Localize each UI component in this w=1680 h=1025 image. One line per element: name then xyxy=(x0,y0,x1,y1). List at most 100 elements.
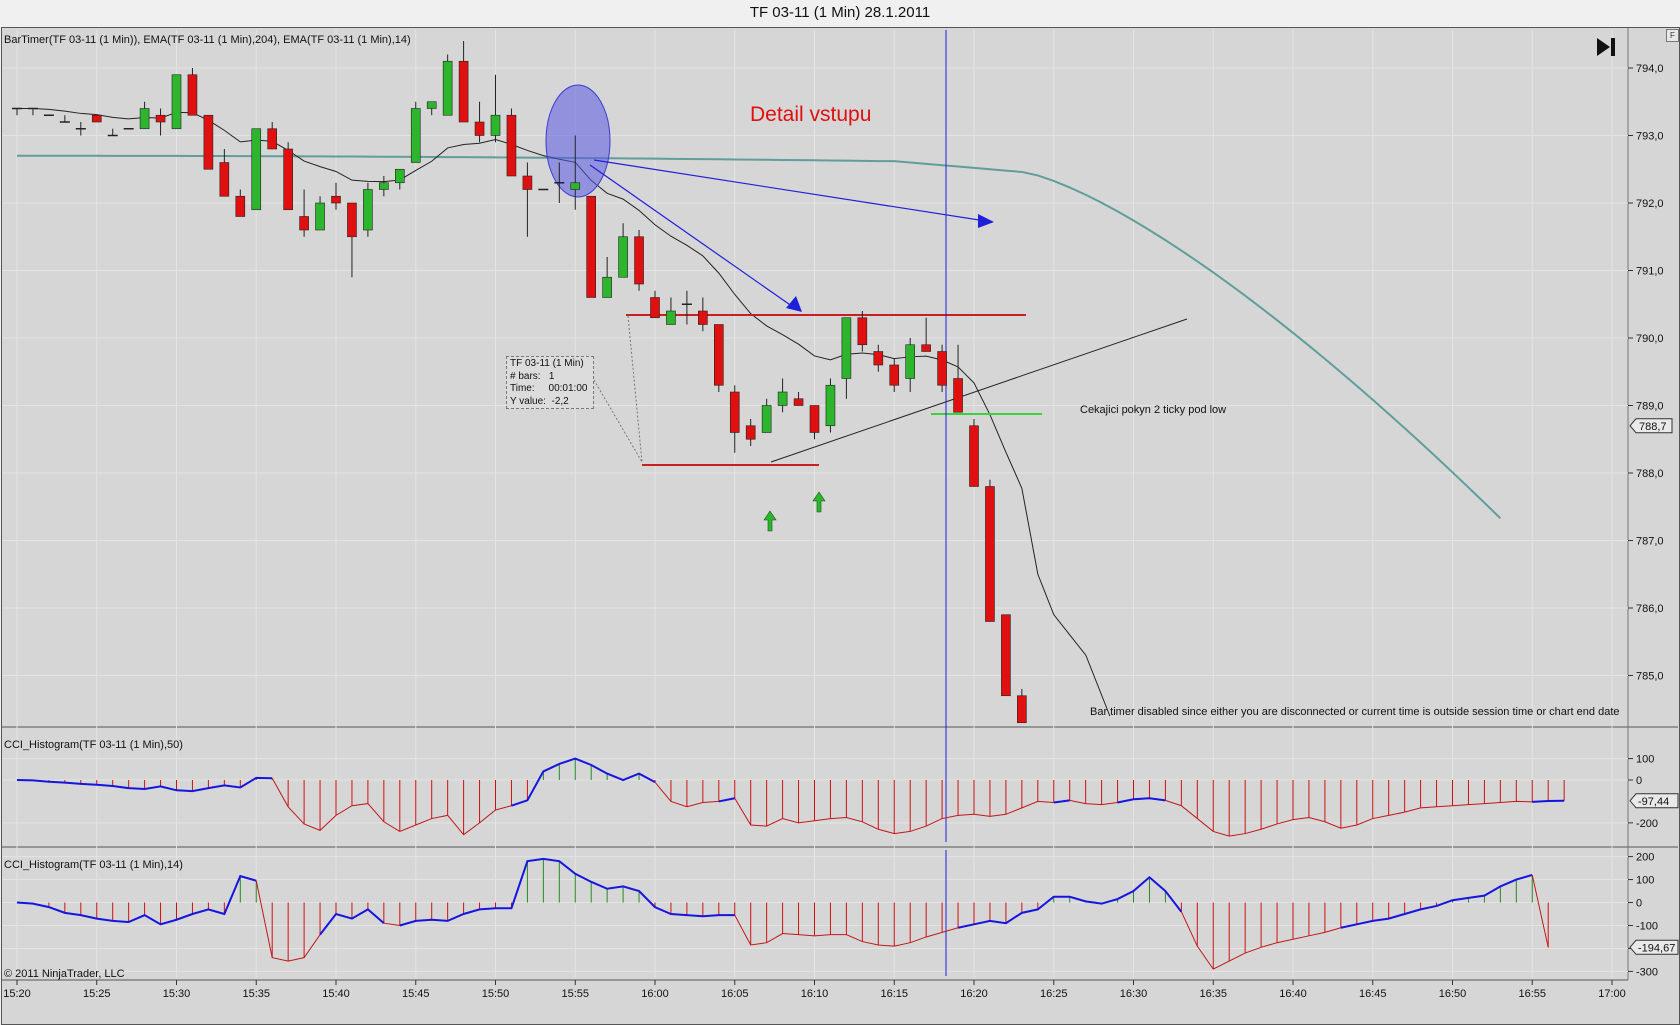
y-tick-label: 785,0 xyxy=(1636,671,1664,683)
y-tick-label: 200 xyxy=(1636,852,1654,864)
candle-body xyxy=(442,60,453,116)
x-tick-label: 16:45 xyxy=(1359,988,1387,1000)
up-arrow-icon xyxy=(763,510,777,532)
y-tick-label: -300 xyxy=(1636,966,1658,978)
cci-line xyxy=(1531,874,1549,948)
x-tick-label: 16:50 xyxy=(1439,988,1467,1000)
cci-line xyxy=(383,922,400,926)
cci-line xyxy=(319,908,385,936)
y-tick-label: 0 xyxy=(1636,898,1642,910)
y-tick-label: 789,0 xyxy=(1636,401,1664,413)
ema-204-path xyxy=(16,154,1502,519)
candle-body xyxy=(761,405,772,433)
candle-body xyxy=(283,148,293,211)
copyright: © 2011 NinjaTrader, LLC xyxy=(4,968,125,980)
candle-body xyxy=(91,114,102,123)
x-tick-label: 15:35 xyxy=(242,988,270,1000)
x-tick-label: 16:20 xyxy=(960,988,988,1000)
candle-body xyxy=(618,236,628,278)
blue-arrow-line[interactable] xyxy=(593,159,993,223)
x-axis: 15:20 15:25 15:30 15:35 15:40 15:45 15:50 15:55… xyxy=(3,980,1626,1000)
cci-14-histogram xyxy=(16,857,1549,970)
last-value-label: 788,7 xyxy=(1639,421,1667,433)
cci-line xyxy=(1117,797,1166,804)
waiting-order-annotation: Cekajici pokyn 2 ticky pod low xyxy=(1080,404,1226,416)
candle-body xyxy=(586,195,597,298)
blue-arrow-head xyxy=(786,296,802,312)
y-tick-label: 788,0 xyxy=(1636,468,1664,480)
candle-body xyxy=(506,114,517,177)
candle-body xyxy=(634,236,644,285)
cci-line xyxy=(654,781,719,808)
entry-ellipse[interactable] xyxy=(545,84,611,198)
window-title: TF 03-11 (1 Min) 28.1.2011 xyxy=(749,4,931,21)
candle-body xyxy=(347,202,357,238)
cci14-panel-label: CCI_Histogram(TF 03-11 (1 Min),14) xyxy=(4,859,183,871)
last-value-label: -97,44 xyxy=(1638,796,1669,808)
candle-body xyxy=(873,351,884,366)
candle-body xyxy=(394,168,405,184)
candle-body xyxy=(809,405,820,433)
last-value-label: -194,67 xyxy=(1638,942,1675,954)
y-tick-label: 792,0 xyxy=(1636,198,1664,210)
candle-body xyxy=(713,324,724,386)
cci-line xyxy=(1532,799,1565,803)
candle-body xyxy=(602,276,612,298)
price-panel-label: BarTimer(TF 03-11 (1 Min)), EMA(TF 03-11… xyxy=(4,34,411,46)
tooltip-line: TF 03-11 (1 Min) xyxy=(510,358,584,369)
candle-body xyxy=(825,384,836,427)
candle-body xyxy=(139,108,150,130)
candle-body xyxy=(251,128,262,211)
tooltip-line: # bars: 1 xyxy=(510,370,555,382)
candle-body xyxy=(299,216,309,231)
blue-arrow-line[interactable] xyxy=(589,164,797,310)
candle-body xyxy=(203,114,214,170)
tooltip-leader xyxy=(627,315,643,463)
cci-line xyxy=(734,797,1054,835)
x-tick-label: 16:35 xyxy=(1199,988,1227,1000)
y-tick-label: -200 xyxy=(1636,818,1658,830)
candle-body xyxy=(474,121,485,136)
data-tooltip: TF 03-11 (1 Min) # bars: 1 Time: 00:01:0… xyxy=(506,356,594,409)
cci-line xyxy=(734,914,959,947)
f-icon[interactable]: F xyxy=(1666,29,1679,42)
last-value-tag xyxy=(1629,939,1679,955)
candle-body xyxy=(937,351,947,386)
y-tick-label: 0 xyxy=(1636,775,1642,787)
y-tick-label: 786,0 xyxy=(1636,603,1664,615)
cci-line xyxy=(1165,799,1533,837)
candle-body xyxy=(410,108,421,163)
candle-body xyxy=(953,378,963,413)
candle-body xyxy=(857,317,868,346)
cci-50-histogram xyxy=(16,757,1565,837)
candle-body xyxy=(267,128,278,150)
up-arrow-icon xyxy=(812,491,826,513)
x-tick-label: 17:00 xyxy=(1598,988,1626,1000)
x-tick-label: 15:55 xyxy=(561,988,589,1000)
candle-body xyxy=(1017,695,1027,724)
candle-body xyxy=(1001,614,1011,697)
cci-line xyxy=(1340,874,1533,929)
y-tick-label: 100 xyxy=(1636,754,1654,766)
x-tick-label: 16:05 xyxy=(721,988,749,1000)
bartimer-message: Bar timer disabled since either you are … xyxy=(1090,706,1620,718)
x-tick-label: 15:30 xyxy=(163,988,191,1000)
cci50-panel-label: CCI_Histogram(TF 03-11 (1 Min),50) xyxy=(4,739,183,751)
x-tick-label: 15:50 xyxy=(482,988,510,1000)
x-tick-label: 16:25 xyxy=(1040,988,1068,1000)
candle-body xyxy=(363,189,373,231)
candle-body xyxy=(650,297,660,319)
detail-annotation: Detail vstupu xyxy=(750,103,871,126)
candle-body xyxy=(379,182,389,190)
x-tick-label: 15:45 xyxy=(402,988,430,1000)
candle-body xyxy=(331,195,341,204)
candle-body xyxy=(745,425,756,440)
trend-line[interactable] xyxy=(770,318,1188,463)
cci-line xyxy=(718,797,735,803)
x-tick-label: 16:40 xyxy=(1279,988,1307,1000)
skip-to-end-icon[interactable] xyxy=(1594,34,1620,60)
cci-line xyxy=(1053,799,1070,804)
ema-204-line xyxy=(16,154,1502,519)
y-tick-label: 790,0 xyxy=(1636,333,1664,345)
